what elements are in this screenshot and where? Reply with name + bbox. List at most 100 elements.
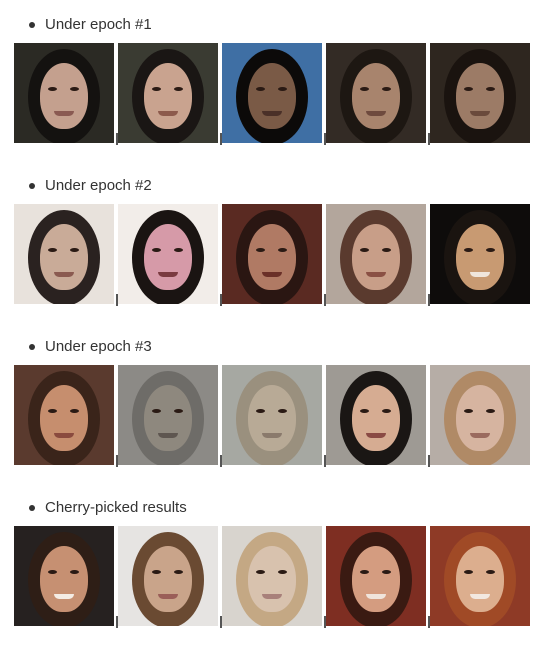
face-shape: [352, 385, 400, 451]
bullet-icon: [29, 344, 35, 350]
eye-shape: [152, 409, 161, 413]
generated-face-image: [326, 526, 426, 626]
image-divider-tick: [324, 455, 326, 467]
eye-shape: [382, 87, 391, 91]
generated-face-image: [118, 43, 218, 143]
generated-face-image: [14, 204, 114, 304]
face-shape: [352, 546, 400, 612]
eye-shape: [256, 87, 265, 91]
eye-shape: [256, 409, 265, 413]
eye-shape: [278, 570, 287, 574]
section-heading-label: Under epoch #3: [45, 338, 152, 355]
face-shape: [248, 224, 296, 290]
face-shape: [40, 224, 88, 290]
generated-face-image: [430, 526, 530, 626]
face-shape: [456, 63, 504, 129]
eye-shape: [174, 409, 183, 413]
face-shape: [144, 385, 192, 451]
eye-shape: [48, 248, 57, 252]
image-divider-tick: [324, 133, 326, 145]
generated-face-image: [14, 43, 114, 143]
generated-face-image: [222, 365, 322, 465]
eye-shape: [382, 570, 391, 574]
eye-shape: [70, 409, 79, 413]
generated-face-image: [430, 43, 530, 143]
generated-face-image: [14, 365, 114, 465]
eye-shape: [174, 248, 183, 252]
face-shape: [456, 546, 504, 612]
eye-shape: [464, 248, 473, 252]
eye-shape: [464, 409, 473, 413]
image-divider-tick: [116, 616, 118, 628]
eye-shape: [360, 87, 369, 91]
eye-shape: [152, 248, 161, 252]
section-heading-label: Under epoch #2: [45, 177, 152, 194]
generated-face-image: [118, 365, 218, 465]
mouth-shape: [262, 433, 282, 438]
section-heading: Under epoch #1: [29, 15, 152, 35]
eye-shape: [464, 87, 473, 91]
eye-shape: [486, 570, 495, 574]
mouth-shape: [262, 272, 282, 277]
face-shape: [40, 385, 88, 451]
eye-shape: [278, 248, 287, 252]
eye-shape: [256, 248, 265, 252]
mouth-shape: [366, 111, 386, 116]
face-shape: [248, 385, 296, 451]
face-shape: [352, 224, 400, 290]
eye-shape: [464, 570, 473, 574]
mouth-shape: [262, 594, 282, 599]
image-divider-tick: [428, 616, 430, 628]
eye-shape: [278, 87, 287, 91]
face-shape: [40, 546, 88, 612]
face-shape: [144, 224, 192, 290]
image-divider-tick: [220, 294, 222, 306]
bullet-icon: [29, 505, 35, 511]
image-row: [14, 43, 534, 147]
image-divider-tick: [428, 455, 430, 467]
bullet-icon: [29, 22, 35, 28]
eye-shape: [174, 570, 183, 574]
mouth-shape: [54, 433, 74, 438]
mouth-shape: [470, 594, 490, 599]
eye-shape: [256, 570, 265, 574]
eye-shape: [382, 409, 391, 413]
mouth-shape: [54, 111, 74, 116]
eye-shape: [70, 248, 79, 252]
face-shape: [352, 63, 400, 129]
eye-shape: [48, 570, 57, 574]
image-row: [14, 526, 534, 630]
generated-face-image: [326, 43, 426, 143]
image-divider-tick: [220, 133, 222, 145]
mouth-shape: [54, 272, 74, 277]
generated-face-image: [326, 365, 426, 465]
generated-face-image: [222, 204, 322, 304]
generated-face-image: [222, 526, 322, 626]
section-heading: Under epoch #3: [29, 337, 152, 357]
image-row: [14, 204, 534, 308]
eye-shape: [70, 570, 79, 574]
eye-shape: [152, 87, 161, 91]
generated-face-image: [118, 526, 218, 626]
mouth-shape: [366, 272, 386, 277]
generated-face-image: [430, 365, 530, 465]
eye-shape: [278, 409, 287, 413]
image-divider-tick: [116, 133, 118, 145]
eye-shape: [486, 248, 495, 252]
generated-face-image: [430, 204, 530, 304]
generated-face-image: [118, 204, 218, 304]
mouth-shape: [54, 594, 74, 599]
face-shape: [144, 546, 192, 612]
image-divider-tick: [428, 294, 430, 306]
mouth-shape: [158, 594, 178, 599]
section-heading-label: Under epoch #1: [45, 16, 152, 33]
eye-shape: [360, 409, 369, 413]
face-shape: [456, 385, 504, 451]
generated-face-image: [222, 43, 322, 143]
image-divider-tick: [324, 294, 326, 306]
section-heading: Under epoch #2: [29, 176, 152, 196]
bullet-icon: [29, 183, 35, 189]
mouth-shape: [158, 433, 178, 438]
eye-shape: [360, 248, 369, 252]
mouth-shape: [366, 594, 386, 599]
